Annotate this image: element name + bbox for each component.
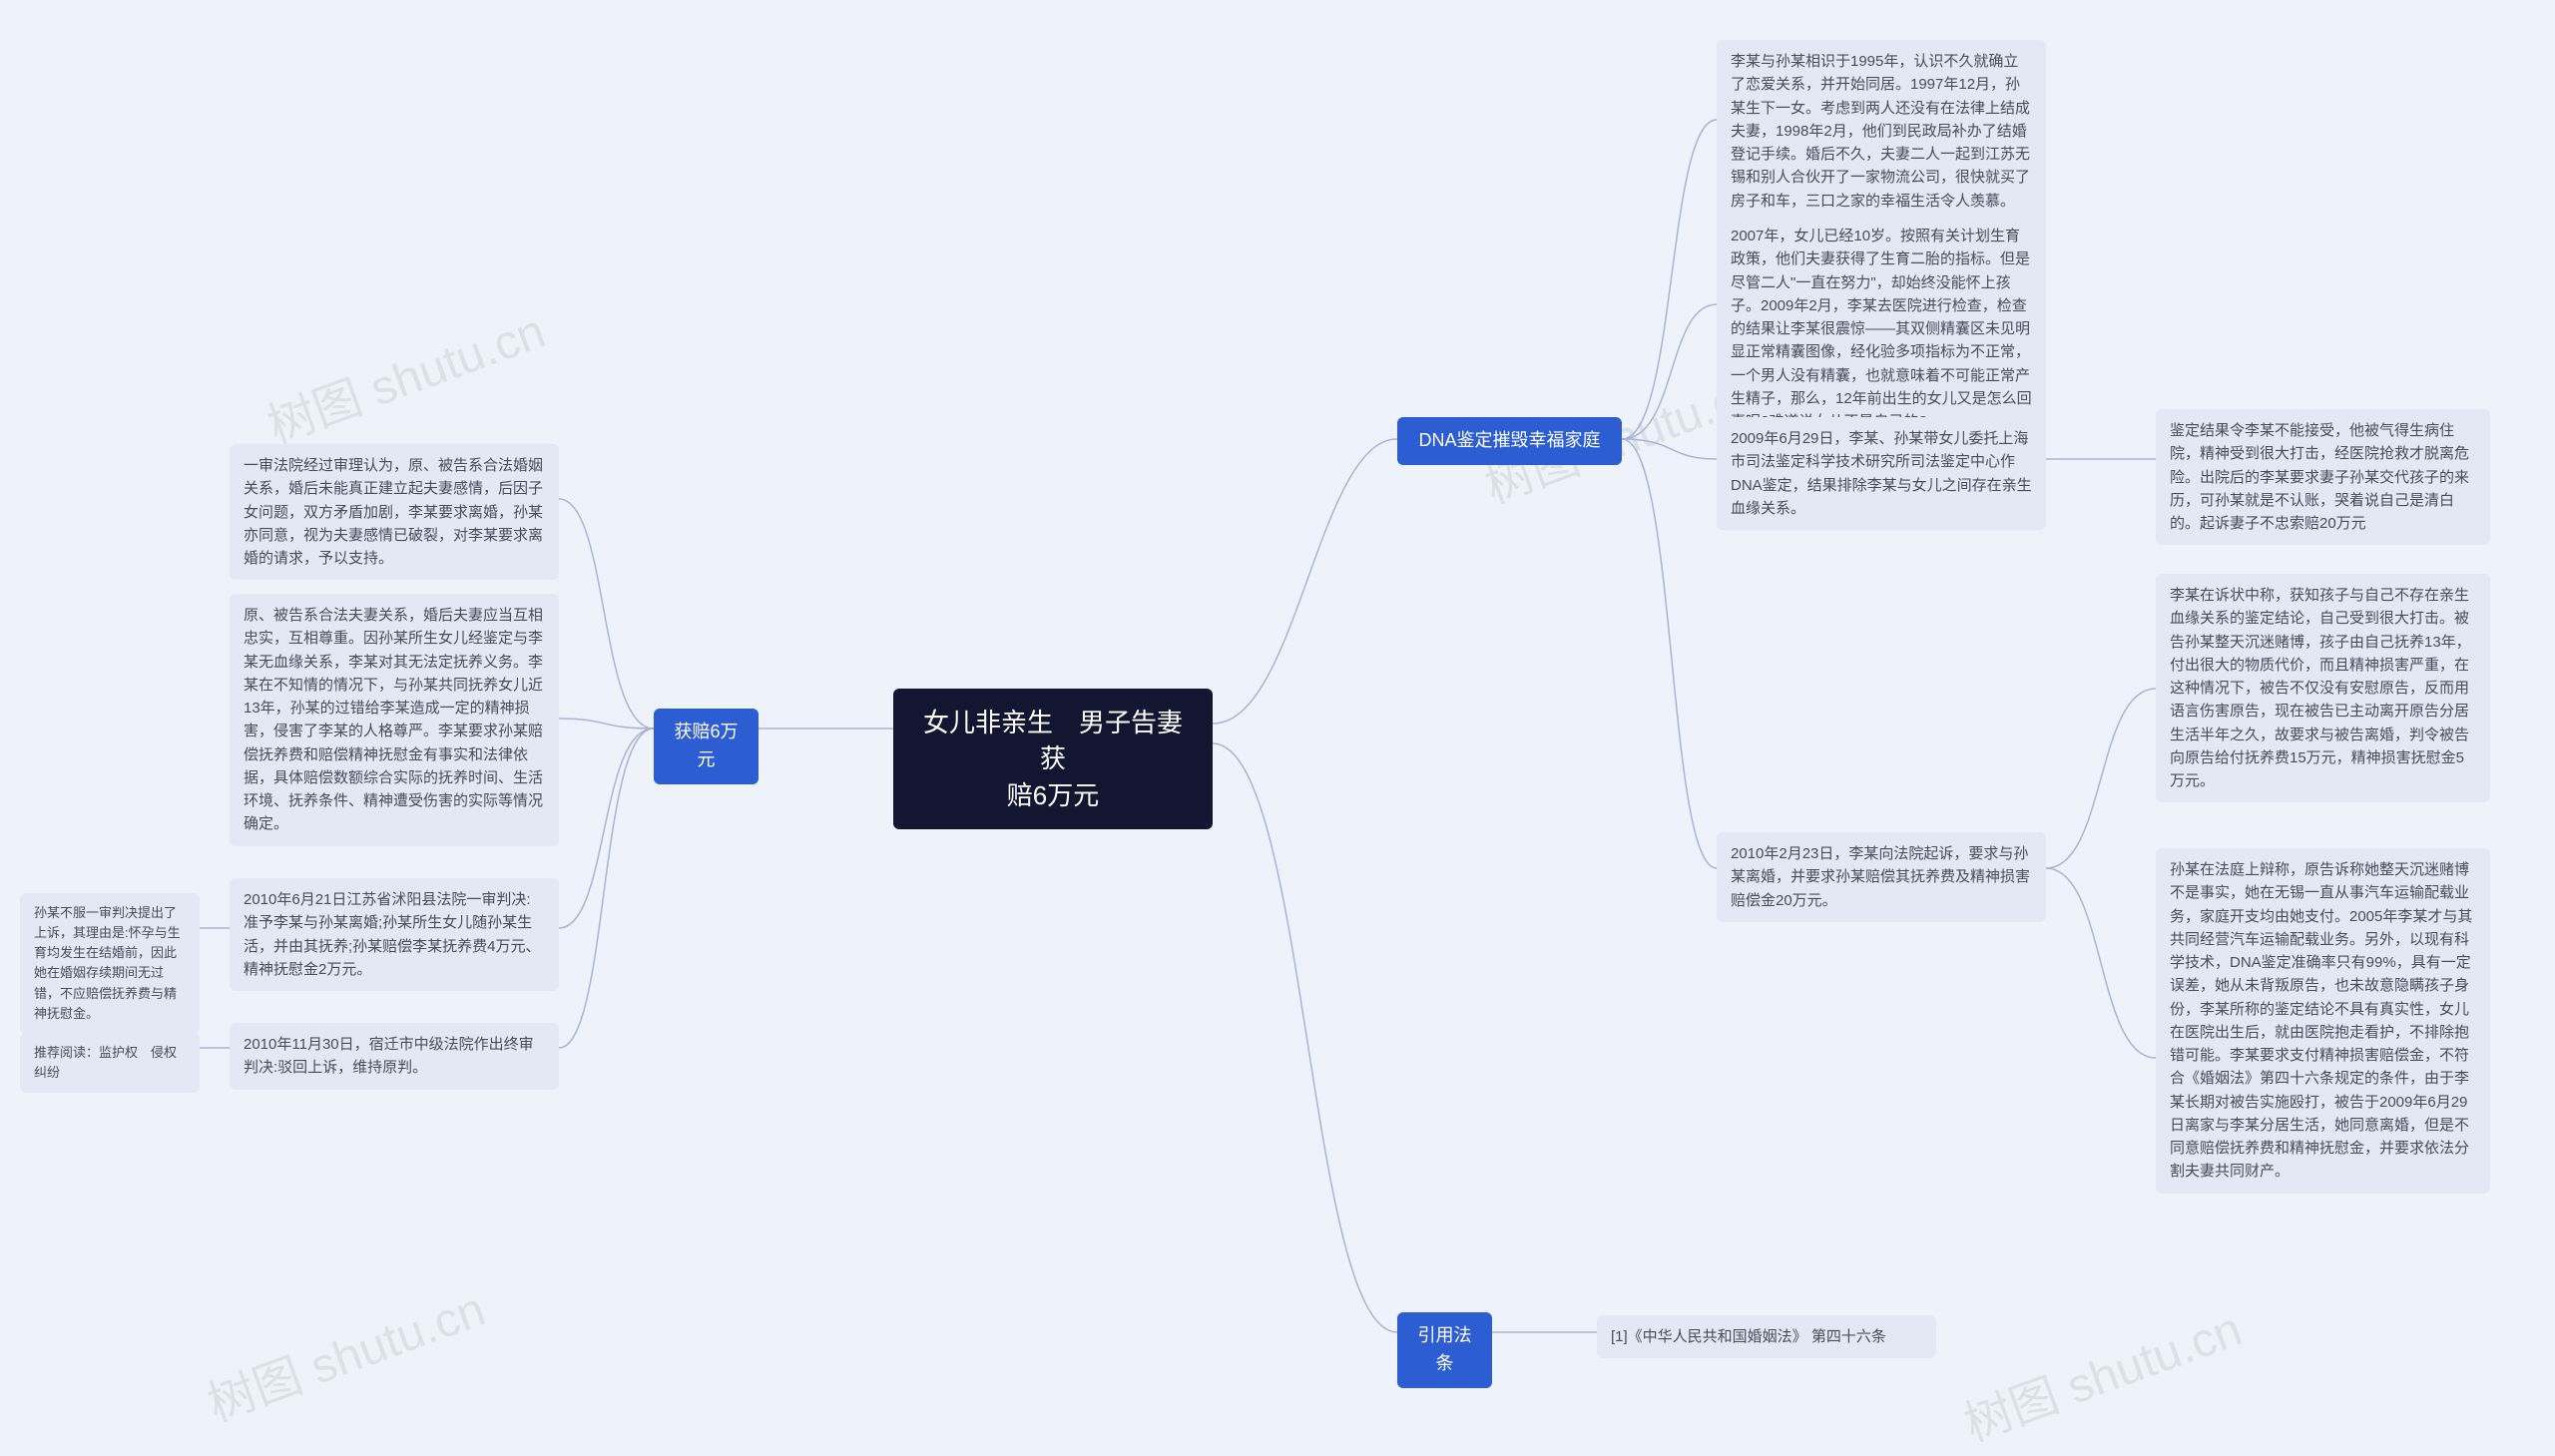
leaf-dna-c1: 李某与孙某相识于1995年，认识不久就确立了恋爱关系，并开始同居。1997年12… <box>1717 40 2046 223</box>
leaf-dna-c4-d1: 李某在诉状中称，获知孩子与自己不存在亲生血缘关系的鉴定结论，自己受到很大打击。被… <box>2156 574 2490 802</box>
leaf-dna-c4-d2: 孙某在法庭上辩称，原告诉称她整天沉迷赌博不是事实，她在无锡一直从事汽车运输配载业… <box>2156 848 2490 1194</box>
leaf-law-c1: [1]《中华人民共和国婚姻法》 第四十六条 <box>1597 1315 1936 1358</box>
leaf-dna-c2: 2007年，女儿已经10岁。按照有关计划生育政策，他们夫妻获得了生育二胎的指标。… <box>1717 215 2046 443</box>
leaf-comp-c1: 一审法院经过审理认为，原、被告系合法婚姻关系，婚后未能真正建立起夫妻感情，后因子… <box>230 444 559 580</box>
root-node: 女儿非亲生 男子告妻获 赔6万元 <box>893 689 1213 829</box>
leaf-comp-c2: 原、被告系合法夫妻关系，婚后夫妻应当互相忠实，互相尊重。因孙某所生女儿经鉴定与李… <box>230 594 559 846</box>
watermark: 树图 shutu.cn <box>256 291 553 456</box>
watermark: 树图 shutu.cn <box>197 1269 493 1434</box>
branch-compensation: 获赔6万元 <box>654 709 759 784</box>
leaf-dna-c3-detail: 鉴定结果令李某不能接受，他被气得生病住院，精神受到很大打击，经医院抢救才脱离危险… <box>2156 409 2490 545</box>
leaf-comp-c4-detail: 推荐阅读：监护权 侵权纠纷 <box>20 1033 200 1093</box>
leaf-dna-c3: 2009年6月29日，李某、孙某带女儿委托上海市司法鉴定科学技术研究所司法鉴定中… <box>1717 417 2046 530</box>
root-line1: 女儿非亲生 男子告妻获 <box>913 705 1193 777</box>
root-line2: 赔6万元 <box>913 777 1193 813</box>
leaf-comp-c4: 2010年11月30日，宿迁市中级法院作出终审判决:驳回上诉，维持原判。 <box>230 1023 559 1090</box>
watermark: 树图 shutu.cn <box>1953 1289 2250 1454</box>
leaf-comp-c3-detail: 孙某不服一审判决提出了上诉，其理由是:怀孕与生育均发生在结婚前，因此她在婚姻存续… <box>20 893 200 1034</box>
branch-law: 引用法条 <box>1397 1312 1492 1388</box>
branch-dna: DNA鉴定摧毁幸福家庭 <box>1397 417 1622 465</box>
leaf-dna-c4: 2010年2月23日，李某向法院起诉，要求与孙某离婚，并要求孙某赔偿其抚养费及精… <box>1717 832 2046 922</box>
leaf-comp-c3: 2010年6月21日江苏省沭阳县法院一审判决:准予李某与孙某离婚;孙某所生女儿随… <box>230 878 559 991</box>
